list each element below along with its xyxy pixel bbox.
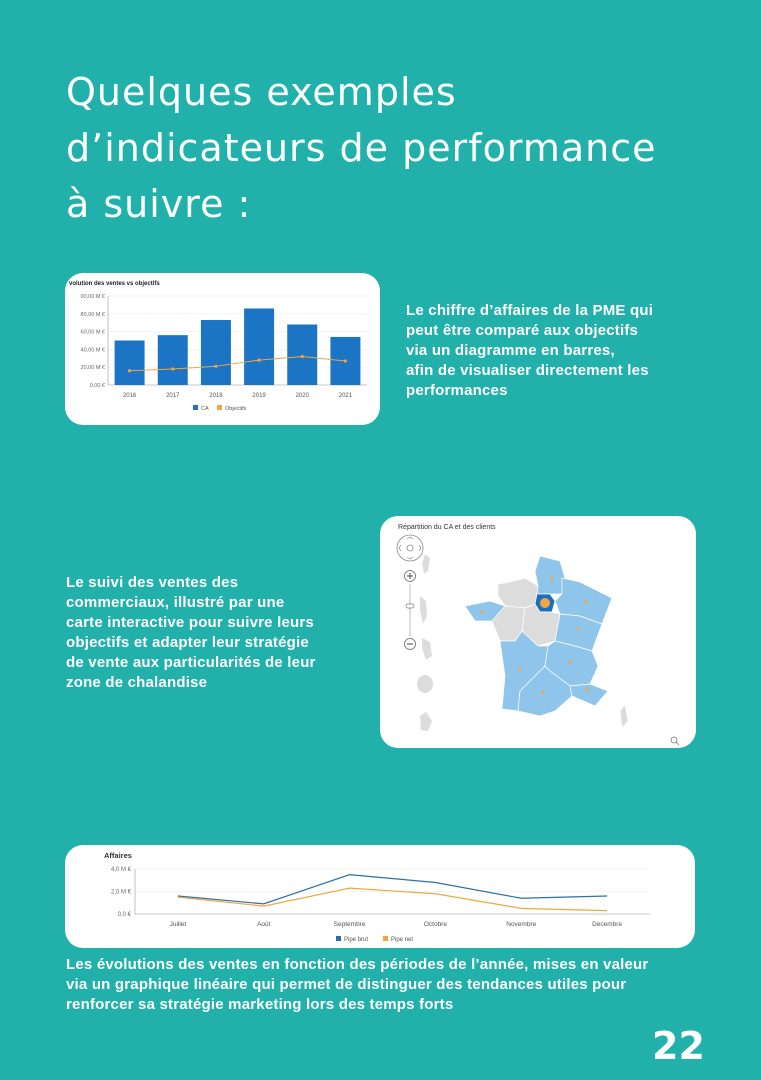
series-line-pipe-net	[177, 887, 608, 912]
x-tick-label: Novembre	[506, 921, 536, 928]
line-chart-card: Affaires 0,0 € 2,0 M € 4,0 M € Juillet Août Se…	[65, 845, 695, 948]
title-line: d’indicateurs de performance	[66, 126, 657, 170]
line-chart: Affaires 0,0 € 2,0 M € 4,0 M € Juillet Août Se…	[104, 851, 650, 943]
map-region[interactable]	[497, 577, 539, 609]
bar-chart: volution des ventes vs objectifs 0,00 € 20…	[69, 281, 367, 412]
chart-title: volution des ventes vs objectifs	[69, 281, 160, 287]
legend-label-ca: CA	[201, 406, 209, 412]
map-card: Répartition du CA et des clients	[380, 516, 696, 748]
x-tick-label: 2020	[296, 393, 310, 399]
y-tick-label: 20,00 M €	[81, 365, 105, 371]
map-region[interactable]	[619, 703, 629, 729]
section3-text: Les évolutions des ventes en fonction de…	[66, 955, 648, 1015]
zoom-out-icon[interactable]	[404, 638, 416, 650]
bar-ca	[287, 324, 318, 385]
text-line: via un graphique linéaire qui permet de …	[66, 976, 627, 993]
y-tick-label: 2,0 M €	[111, 890, 132, 896]
objectifs-point	[127, 369, 132, 373]
objectifs-point	[300, 354, 304, 359]
y-tick-label: 80,00 M €	[81, 312, 105, 318]
overseas-territories	[417, 554, 433, 731]
x-tick-label: Septembre	[334, 921, 366, 928]
legend-swatch-objectifs	[217, 405, 222, 410]
legend-swatch-pipe-brut	[336, 936, 341, 941]
bar-ca	[157, 335, 188, 385]
legend-swatch-ca	[193, 405, 198, 410]
text-line: de vente aux particularités de leur	[66, 654, 316, 671]
y-tick-label: 4,0 M €	[111, 867, 132, 873]
title-line: Quelques exemples	[66, 70, 457, 114]
page-title: Quelques exemples d’indicateurs de perfo…	[66, 64, 657, 232]
text-line: commerciaux, illustré par une	[66, 594, 285, 611]
objectifs-point	[171, 367, 175, 371]
text-line: Les évolutions des ventes en fonction de…	[66, 956, 649, 973]
pan-control-icon[interactable]	[396, 534, 424, 562]
y-tick-label: 0,00 €	[90, 383, 105, 389]
map-region[interactable]	[569, 683, 609, 707]
zoom-slider-handle[interactable]	[405, 603, 415, 609]
bar-ca	[200, 320, 231, 385]
text-line: objectifs et adapter leur stratégie	[66, 634, 309, 651]
region-marker	[576, 627, 580, 631]
region-marker	[541, 691, 545, 695]
x-tick-label: 2019	[252, 393, 266, 399]
region-marker	[584, 600, 588, 604]
region-marker	[585, 688, 589, 692]
x-tick-label: 2021	[339, 393, 353, 399]
objectifs-point	[214, 364, 218, 368]
text-line: Le chiffre d’affaires de la PME qui	[406, 302, 654, 319]
objectifs-line	[129, 356, 346, 372]
x-tick-label: Décembre	[592, 921, 622, 928]
text-line: zone de chalandise	[66, 674, 208, 691]
text-line: afin de visualiser directement les	[406, 362, 649, 379]
legend-label-pipe-brut: Pipe brut	[344, 937, 368, 943]
section1-text: Le chiffre d’affaires de la PME qui peut…	[406, 301, 653, 401]
title-line: à suivre :	[66, 182, 252, 226]
bar-chart-card: volution des ventes vs objectifs 0,00 € 20…	[65, 273, 380, 425]
legend-swatch-pipe-net	[383, 936, 388, 941]
legend-label-objectifs: Objectifs	[225, 406, 247, 412]
map-region[interactable]	[534, 555, 566, 595]
text-line: peut être comparé aux objectifs	[406, 322, 639, 339]
region-marker	[568, 660, 572, 664]
y-tick-label: 00,00 M €	[81, 294, 105, 300]
magnifier-icon[interactable]	[670, 736, 680, 746]
map-title: Répartition du CA et des clients	[398, 524, 496, 531]
objectifs-point	[257, 358, 261, 362]
region-marker	[550, 576, 554, 580]
region-marker	[518, 667, 522, 671]
bar-ca	[244, 308, 275, 385]
x-tick-label: Août	[257, 921, 271, 928]
y-tick-label: 60,00 M €	[81, 330, 105, 336]
france-map[interactable]: Répartition du CA et des clients	[380, 516, 696, 748]
series-line-pipe-brut	[177, 874, 608, 905]
text-line: via un diagramme en barres,	[406, 342, 615, 359]
page-number: 22	[652, 1024, 705, 1068]
text-line: renforcer sa stratégie marketing lors de…	[66, 996, 454, 1013]
y-tick-label: 40,00 M €	[81, 347, 105, 353]
text-line: carte interactive pour suivre leurs	[66, 614, 314, 631]
zoom-in-icon[interactable]	[404, 570, 416, 582]
x-tick-label: 2018	[209, 393, 223, 399]
y-tick-label: 0,0 €	[118, 912, 132, 918]
x-tick-label: Juillet	[170, 921, 187, 928]
text-line: performances	[406, 382, 508, 399]
x-tick-label: Octobre	[424, 921, 448, 928]
bar-ca	[114, 340, 145, 385]
chart-title: Affaires	[104, 851, 132, 860]
objectifs-point	[343, 359, 348, 363]
x-tick-label: 2016	[123, 393, 137, 399]
region-marker	[540, 598, 550, 608]
legend-label-pipe-net: Pipe net	[391, 937, 413, 943]
text-line: Le suivi des ventes des	[66, 574, 239, 591]
region-marker	[480, 610, 484, 614]
x-tick-label: 2017	[166, 393, 180, 399]
section2-text: Le suivi des ventes des commerciaux, ill…	[66, 573, 316, 693]
